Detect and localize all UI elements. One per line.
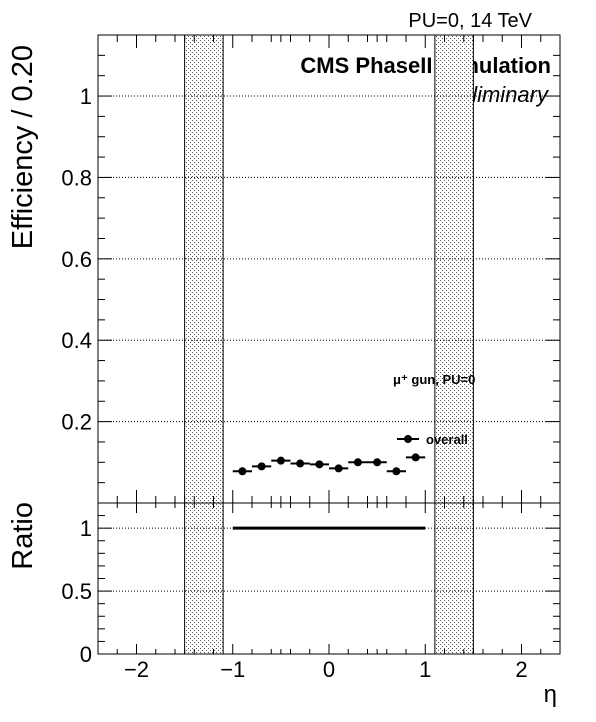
run-info-label: PU=0, 14 TeV	[408, 10, 532, 32]
data-point	[257, 462, 266, 471]
y-tick-label: 1	[80, 84, 92, 109]
y-tick-label: 0.6	[61, 247, 92, 272]
y-tick-label: 0.4	[61, 328, 92, 353]
data-point	[411, 453, 420, 462]
data-point	[276, 456, 285, 465]
ratio-y-axis-title: Ratio	[7, 502, 39, 570]
x-tick-label: 0	[323, 657, 335, 682]
data-point	[392, 467, 401, 476]
data-point	[373, 458, 382, 467]
y-axis-title: Efficiency / 0.20	[7, 45, 39, 249]
data-point	[296, 459, 305, 468]
data-point	[238, 467, 247, 476]
ratio-plot-frame	[97, 502, 561, 655]
y-tick-label: 1	[80, 516, 92, 541]
ratio-excluded-band	[434, 502, 474, 655]
y-tick-label: 0.2	[61, 410, 92, 435]
x-tick-label: 1	[419, 657, 431, 682]
y-tick-label: 0	[80, 642, 92, 667]
data-point	[334, 464, 343, 473]
y-tick-label: 0.5	[61, 579, 92, 604]
experiment-label: CMS PhaseII Simulation	[300, 53, 551, 78]
excluded-band	[184, 34, 224, 504]
legend-sample-label: μ⁺ gun, PU=0	[393, 372, 475, 387]
x-tick-label: −1	[220, 657, 245, 682]
data-point	[353, 458, 362, 467]
legend-marker	[397, 435, 419, 443]
ratio-excluded-band	[184, 502, 224, 655]
main-panel: 0.2 0.4 0.6 0.8 1	[61, 34, 561, 504]
x-tick-label: 2	[515, 657, 527, 682]
x-tick-label: −2	[124, 657, 149, 682]
y-tick-label: 0.8	[61, 165, 92, 190]
ratio-panel: 0 0.5 1 −2 −1 0 1 2	[61, 502, 561, 682]
legend-entry-label: overall	[426, 432, 468, 447]
data-point	[315, 460, 324, 469]
x-axis-title: η	[544, 681, 557, 708]
